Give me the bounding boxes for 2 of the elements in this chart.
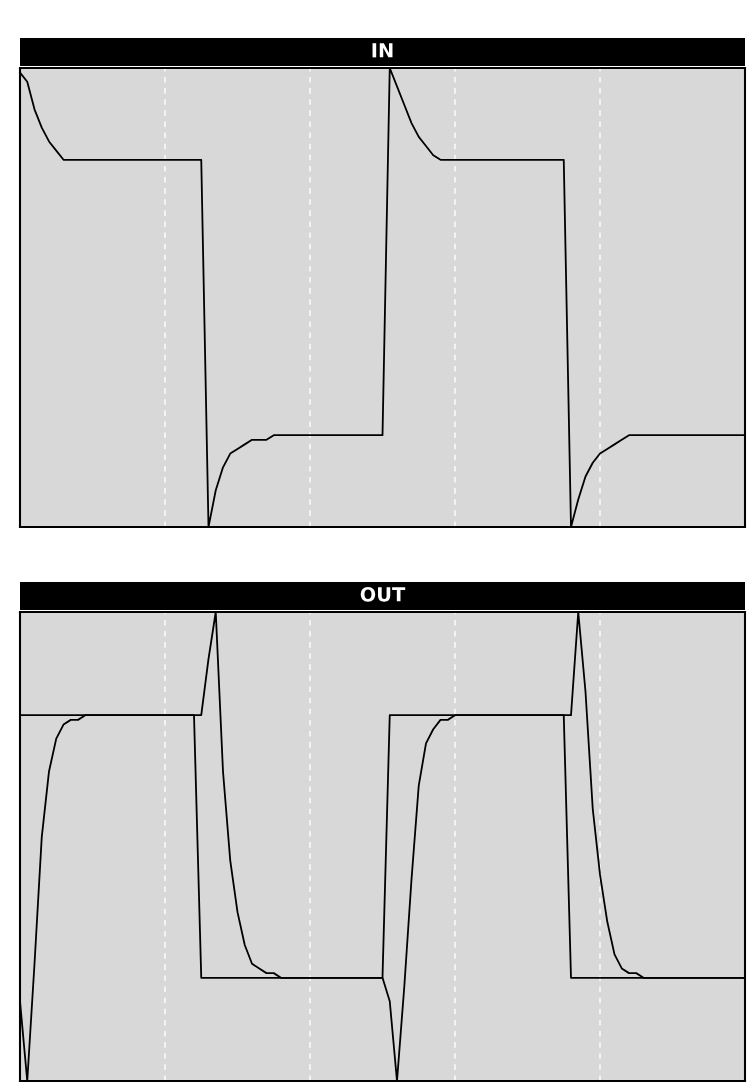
chart-title: IN bbox=[372, 43, 393, 58]
chart-title: OUT bbox=[360, 586, 406, 602]
